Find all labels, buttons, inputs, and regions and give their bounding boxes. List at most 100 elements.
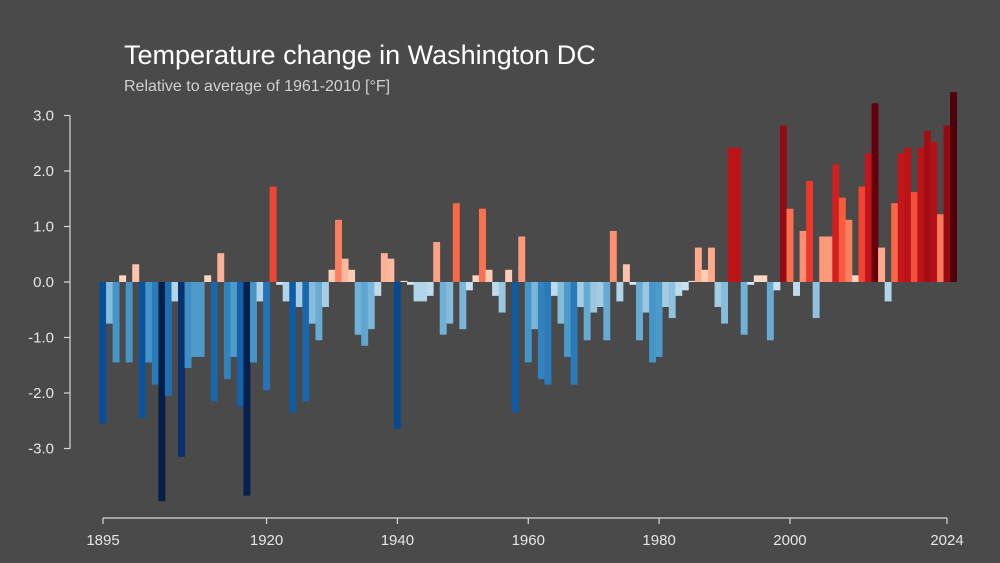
bar-1928 — [315, 282, 323, 341]
bar-1967 — [570, 282, 578, 385]
bar-1995 — [753, 275, 761, 282]
bar-1939 — [387, 258, 395, 282]
bar-1924 — [289, 282, 297, 413]
y-tick-label: 3.0 — [33, 108, 54, 125]
bar-2021 — [923, 131, 931, 282]
bar-1971 — [596, 282, 604, 307]
bar-1980 — [655, 282, 663, 357]
bar-1901 — [138, 282, 146, 418]
bar-1985 — [688, 280, 696, 282]
bar-1922 — [276, 282, 284, 285]
bar-1977 — [636, 282, 643, 341]
bar-1907 — [178, 282, 185, 457]
bar-1910 — [197, 282, 205, 357]
bar-1926 — [302, 282, 310, 402]
bar-1941 — [400, 280, 408, 282]
bar-1946 — [433, 242, 441, 282]
bar-2004 — [812, 282, 820, 319]
bar-1979 — [649, 282, 657, 363]
bar-2016 — [891, 203, 899, 282]
bar-1900 — [132, 264, 140, 282]
x-tick-label: 1980 — [642, 532, 675, 549]
bar-1902 — [145, 282, 153, 363]
bar-1897 — [112, 282, 120, 363]
bar-1935 — [361, 282, 369, 346]
bars-group — [99, 92, 958, 502]
bar-1976 — [629, 282, 637, 285]
bar-1932 — [341, 258, 349, 282]
bar-1904 — [158, 282, 166, 502]
bar-1966 — [564, 282, 571, 357]
bar-1915 — [230, 282, 238, 357]
bar-1923 — [282, 282, 290, 302]
bar-2020 — [917, 147, 925, 282]
bar-1949 — [452, 203, 460, 282]
bar-1958 — [511, 282, 519, 413]
bar-1919 — [256, 282, 264, 302]
bar-1903 — [151, 282, 159, 385]
bar-1918 — [250, 282, 257, 363]
bar-1990 — [721, 282, 729, 324]
bar-1909 — [191, 282, 199, 357]
bar-1961 — [531, 282, 539, 330]
bar-1965 — [557, 282, 565, 324]
x-tick-label: 1920 — [250, 532, 283, 549]
bar-2017 — [897, 153, 905, 282]
bar-1933 — [348, 269, 356, 282]
bar-1987 — [701, 269, 709, 282]
bar-1975 — [622, 264, 630, 282]
bar-1947 — [439, 282, 447, 335]
bar-1955 — [492, 282, 500, 296]
bar-1994 — [747, 282, 755, 285]
x-tick-label: 2024 — [930, 532, 963, 549]
y-tick-label: 2.0 — [33, 163, 54, 180]
y-axis: 3.0 2.0 1.0 0.0 -1.0 -2.0 -3.0 — [28, 108, 71, 458]
x-tick-label: 2000 — [773, 532, 806, 549]
bar-2005 — [819, 236, 827, 282]
bar-2013 — [871, 103, 879, 282]
bar-1960 — [524, 282, 532, 363]
x-tick-label: 1895 — [86, 532, 119, 549]
bar-2023 — [936, 214, 944, 282]
bar-1998 — [773, 282, 781, 291]
bar-1934 — [354, 282, 362, 335]
bar-2007 — [832, 164, 840, 282]
bar-1948 — [446, 282, 454, 324]
bar-1920 — [263, 282, 271, 391]
bar-1983 — [675, 282, 683, 296]
bar-1951 — [465, 282, 473, 291]
bar-1945 — [426, 282, 434, 296]
bar-1931 — [335, 219, 342, 282]
bar-1927 — [308, 282, 316, 324]
bar-1921 — [269, 186, 277, 282]
bar-1986 — [694, 247, 702, 282]
chart-subtitle: Relative to average of 1961-2010 [°F] — [124, 78, 391, 95]
bar-1996 — [760, 275, 768, 282]
bar-1984 — [681, 282, 689, 291]
bar-1905 — [164, 282, 172, 396]
bar-1970 — [590, 282, 598, 313]
bar-1917 — [243, 282, 251, 496]
bar-1956 — [498, 282, 506, 313]
bar-1963 — [544, 282, 552, 385]
y-tick-label: -3.0 — [28, 441, 54, 458]
bar-2009 — [845, 219, 853, 282]
bar-2010 — [851, 275, 859, 282]
bar-1968 — [577, 282, 585, 307]
bar-1942 — [407, 282, 414, 285]
bar-1981 — [662, 282, 670, 307]
bar-1997 — [766, 282, 774, 341]
bar-2014 — [878, 247, 886, 282]
bar-1912 — [210, 282, 218, 402]
bar-1964 — [550, 282, 558, 296]
bar-1972 — [603, 282, 611, 341]
y-tick-label: 1.0 — [33, 219, 54, 236]
chart-title: Temperature change in Washington DC — [124, 40, 596, 70]
bar-1992 — [734, 147, 742, 282]
bar-1959 — [518, 236, 526, 282]
x-tick-label: 1960 — [512, 532, 545, 549]
bar-1957 — [505, 269, 513, 282]
bar-2012 — [865, 153, 872, 282]
bar-1988 — [707, 247, 715, 282]
